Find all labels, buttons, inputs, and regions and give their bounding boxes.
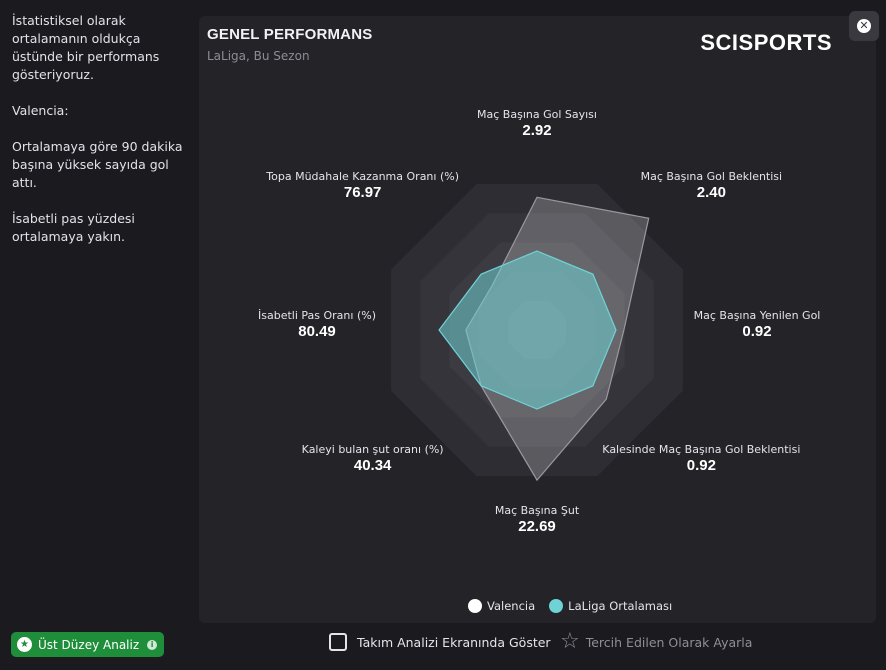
axis-label-text: Maç Başına Yenilen Gol bbox=[693, 309, 821, 322]
star-outline-icon: ☆ bbox=[560, 629, 580, 654]
axis-label-text: Maç Başına Şut bbox=[494, 504, 580, 517]
sidebar-para-team: Valencia: bbox=[12, 103, 69, 118]
info-icon[interactable]: i bbox=[147, 639, 158, 650]
axis-label-3: Kalesinde Maç Başına Gol Beklentisi 0.92 bbox=[602, 443, 800, 474]
axis-label-text: Kaleyi bulan şut oranı (%) bbox=[301, 443, 444, 457]
axis-label-text: Maç Başına Gol Sayısı bbox=[477, 108, 597, 121]
axis-value-text: 0.92 bbox=[686, 457, 716, 475]
sidebar-para-goals: Ortalamaya göre 90 dakika başına yüksek … bbox=[12, 139, 183, 190]
axis-value-text: 40.34 bbox=[353, 457, 392, 475]
axis-label-6: İsabetli Pas Oranı (%) 80.49 bbox=[258, 309, 376, 340]
legend-dot-valencia bbox=[468, 599, 482, 613]
show-checkbox[interactable] bbox=[329, 633, 347, 651]
axis-label-4: Maç Başına Şut 22.69 bbox=[495, 504, 579, 535]
legend-item-average: LaLiga Ortalaması bbox=[549, 599, 672, 613]
set-favorite-button[interactable]: ☆ Tercih Edilen Olarak Ayarla bbox=[560, 631, 752, 653]
axis-label-5: Kaleyi bulan şut oranı (%) 40.34 bbox=[302, 443, 444, 474]
axis-value-text: 2.40 bbox=[696, 183, 726, 201]
panel-subtitle: LaLiga, Bu Sezon bbox=[207, 49, 310, 63]
axis-value-text: 22.69 bbox=[518, 518, 556, 535]
sidebar-para-passes: İsabetli pas yüzdesi ortalamaya yakın. bbox=[12, 211, 135, 244]
axis-value-text: 0.92 bbox=[742, 323, 772, 340]
axis-label-text: Topa Müdahale Kazanma Oranı (%) bbox=[266, 169, 459, 183]
axis-label-text: İsabetli Pas Oranı (%) bbox=[258, 309, 376, 322]
show-on-team-analysis-toggle[interactable]: Takım Analizi Ekranında Göster bbox=[329, 633, 551, 651]
axis-label-text: Maç Başına Gol Beklentisi bbox=[640, 169, 783, 183]
axis-label-2: Maç Başına Yenilen Gol 0.92 bbox=[694, 309, 821, 340]
panel-title: GENEL PERFORMANS bbox=[207, 26, 373, 43]
axis-value-text: 80.49 bbox=[298, 323, 336, 340]
axis-label-7: Topa Müdahale Kazanma Oranı (%) 76.97 bbox=[266, 170, 459, 201]
series-polygon-laliga-average bbox=[438, 250, 617, 410]
star-badge-icon: ★ bbox=[17, 637, 32, 652]
axis-value-text: 76.97 bbox=[343, 183, 382, 201]
close-icon: ✕ bbox=[857, 19, 871, 33]
legend-label-average: LaLiga Ortalaması bbox=[568, 599, 673, 613]
axis-label-0: Maç Başına Gol Sayısı 2.92 bbox=[477, 108, 597, 139]
set-favorite-label: Tercih Edilen Olarak Ayarla bbox=[585, 634, 753, 650]
premium-analysis-label: Üst Düzey Analiz bbox=[38, 637, 140, 652]
legend-item-valencia: Valencia bbox=[468, 599, 535, 613]
axis-value-text: 2.92 bbox=[522, 122, 552, 139]
chart-legend: Valencia LaLiga Ortalaması bbox=[468, 599, 680, 613]
axis-label-1: Maç Başına Gol Beklentisi 2.40 bbox=[641, 170, 783, 201]
premium-analysis-button[interactable]: ★ Üst Düzey Analiz i bbox=[11, 632, 164, 657]
axis-label-text: Kalesinde Maç Başına Gol Beklentisi bbox=[602, 443, 801, 457]
close-button[interactable]: ✕ bbox=[849, 11, 879, 41]
sidebar-para-summary: İstatistiksel olarak ortalamanın oldukça… bbox=[12, 13, 160, 82]
scisports-logo: SCISPORTS bbox=[700, 30, 832, 55]
legend-dot-average bbox=[549, 599, 564, 613]
legend-label-valencia: Valencia bbox=[487, 599, 536, 613]
show-checkbox-label: Takım Analizi Ekranında Göster bbox=[357, 634, 551, 650]
sidebar-description: İstatistiksel olarak ortalamanın oldukça… bbox=[12, 12, 192, 264]
